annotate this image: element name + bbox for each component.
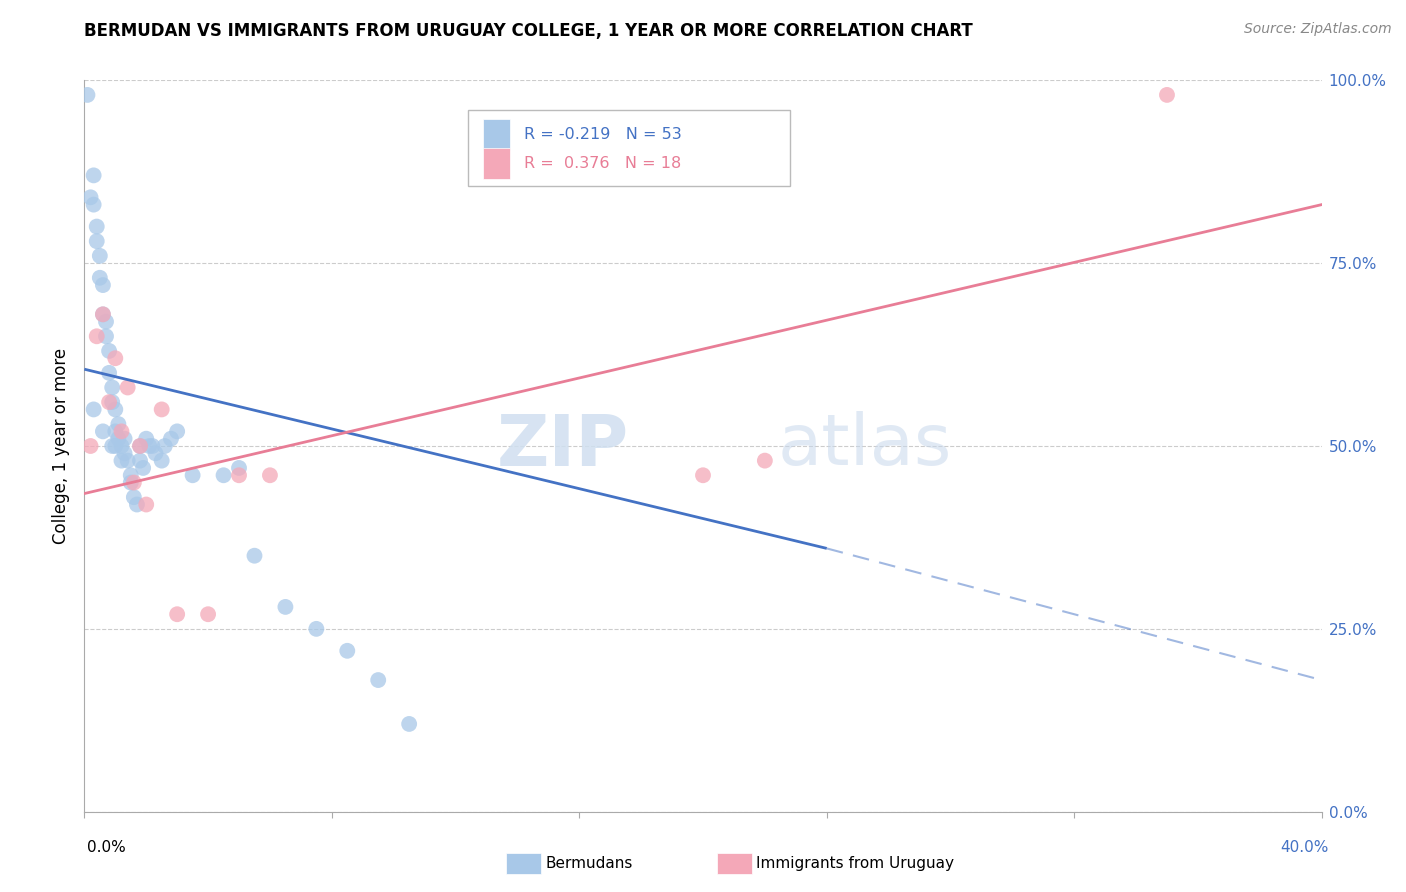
Point	[1156, 87, 1178, 102]
Point	[181, 468, 204, 483]
Point	[79, 439, 101, 453]
Point	[228, 461, 250, 475]
Text: 40.0%: 40.0%	[1281, 840, 1329, 855]
Text: 0.0%: 0.0%	[87, 840, 127, 855]
Point	[692, 468, 714, 483]
Y-axis label: College, 1 year or more: College, 1 year or more	[52, 348, 70, 544]
Point	[83, 169, 105, 183]
Point	[104, 425, 127, 439]
FancyBboxPatch shape	[468, 110, 790, 186]
Text: Immigrants from Uruguay: Immigrants from Uruguay	[756, 856, 955, 871]
Point	[160, 432, 183, 446]
Point	[212, 468, 235, 483]
Point	[104, 402, 127, 417]
Point	[89, 249, 111, 263]
Point	[129, 439, 152, 453]
Point	[114, 446, 136, 460]
Point	[110, 439, 132, 453]
Point	[141, 439, 163, 453]
Point	[107, 417, 129, 431]
Point	[122, 475, 145, 490]
Point	[150, 453, 173, 467]
Text: atlas: atlas	[778, 411, 952, 481]
Point	[101, 439, 124, 453]
Text: R = -0.219   N = 53: R = -0.219 N = 53	[523, 127, 682, 142]
Point	[305, 622, 328, 636]
Point	[107, 432, 129, 446]
Point	[150, 402, 173, 417]
Text: Source: ZipAtlas.com: Source: ZipAtlas.com	[1244, 22, 1392, 37]
Text: BERMUDAN VS IMMIGRANTS FROM URUGUAY COLLEGE, 1 YEAR OR MORE CORRELATION CHART: BERMUDAN VS IMMIGRANTS FROM URUGUAY COLL…	[84, 22, 973, 40]
Point	[110, 425, 132, 439]
Point	[166, 425, 188, 439]
Point	[101, 380, 124, 394]
Point	[120, 468, 142, 483]
Point	[166, 607, 188, 622]
Point	[91, 278, 114, 293]
Point	[120, 475, 142, 490]
Point	[91, 307, 114, 321]
Point	[274, 599, 297, 614]
Point	[91, 425, 114, 439]
Point	[117, 453, 139, 467]
Point	[135, 432, 157, 446]
Point	[89, 270, 111, 285]
Text: Bermudans: Bermudans	[546, 856, 633, 871]
Point	[79, 190, 101, 204]
Point	[94, 329, 117, 343]
Point	[98, 395, 121, 409]
Point	[86, 329, 108, 343]
Point	[98, 343, 121, 358]
Point	[153, 439, 176, 453]
Point	[104, 351, 127, 366]
Point	[138, 439, 160, 453]
Point	[86, 219, 108, 234]
Point	[98, 366, 121, 380]
Point	[86, 234, 108, 248]
Point	[125, 498, 148, 512]
Point	[754, 453, 776, 467]
Point	[129, 453, 152, 467]
Point	[129, 439, 152, 453]
Point	[76, 87, 98, 102]
Text: R =  0.376   N = 18: R = 0.376 N = 18	[523, 156, 681, 171]
Point	[259, 468, 281, 483]
Point	[243, 549, 266, 563]
Point	[197, 607, 219, 622]
Point	[228, 468, 250, 483]
Point	[110, 453, 132, 467]
Point	[135, 498, 157, 512]
Bar	[482, 119, 510, 150]
Point	[83, 197, 105, 211]
Point	[114, 432, 136, 446]
Point	[117, 380, 139, 394]
Text: ZIP: ZIP	[496, 411, 628, 481]
Point	[132, 461, 155, 475]
Point	[336, 644, 359, 658]
Point	[83, 402, 105, 417]
Point	[145, 446, 167, 460]
Point	[398, 717, 420, 731]
Bar	[482, 148, 510, 179]
Point	[104, 439, 127, 453]
Point	[367, 673, 389, 687]
Point	[101, 395, 124, 409]
Point	[91, 307, 114, 321]
Point	[94, 315, 117, 329]
Point	[122, 490, 145, 504]
